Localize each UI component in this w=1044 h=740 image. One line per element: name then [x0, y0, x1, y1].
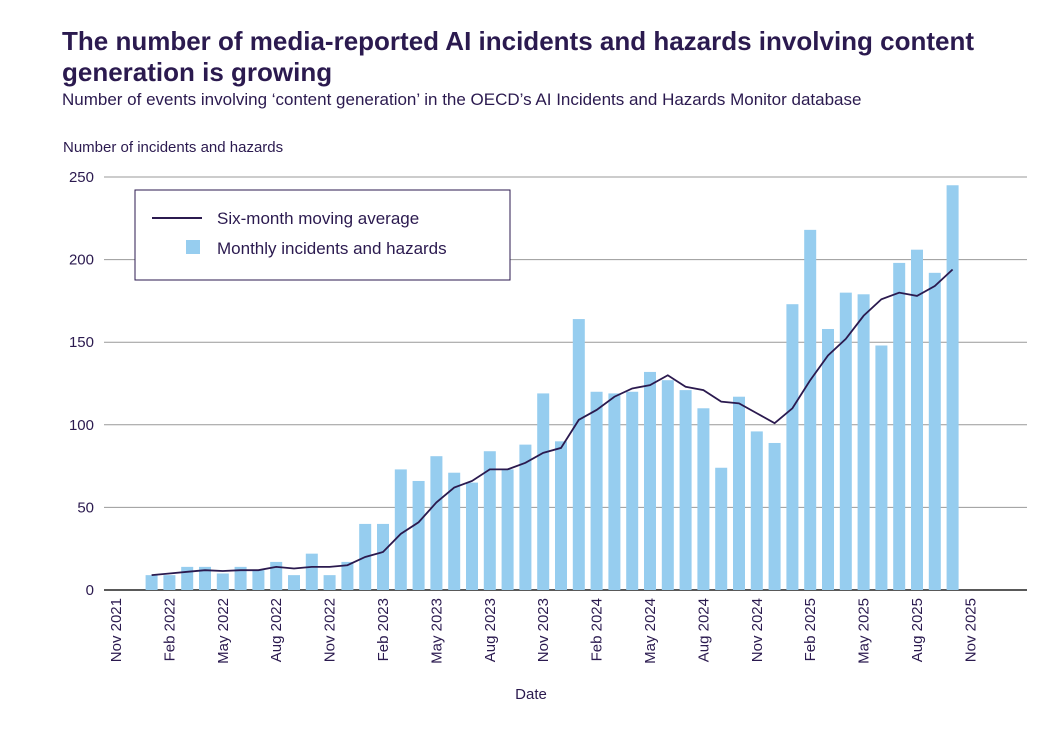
- y-tick-label: 50: [77, 499, 94, 516]
- bar: [946, 185, 959, 590]
- bar: [519, 444, 532, 590]
- bar: [288, 575, 300, 590]
- legend-line-label: Six-month moving average: [217, 209, 419, 228]
- chart-subtitle: Number of events involving ‘content gene…: [62, 90, 862, 109]
- bar: [377, 523, 389, 590]
- x-tick-label: Nov 2025: [962, 598, 979, 662]
- x-tick-label: May 2024: [642, 598, 659, 664]
- bar: [216, 573, 229, 590]
- bar: [305, 553, 318, 590]
- bar: [822, 328, 834, 590]
- bar: [537, 393, 550, 590]
- bar: [163, 575, 176, 590]
- bar: [608, 393, 621, 590]
- y-tick-label: 200: [69, 252, 94, 269]
- bar: [928, 272, 941, 590]
- legend-box: [134, 189, 511, 281]
- bar: [857, 294, 870, 590]
- bar: [394, 469, 407, 590]
- bar: [697, 408, 710, 590]
- bar: [875, 345, 888, 590]
- bar: [715, 467, 728, 590]
- bar: [145, 575, 158, 590]
- x-axis-label: Date: [515, 686, 547, 703]
- bar: [679, 390, 692, 590]
- legend-bar-label: Monthly incidents and hazards: [217, 239, 447, 258]
- x-tick-label: May 2022: [215, 598, 232, 664]
- x-tick-label: Aug 2024: [695, 598, 712, 662]
- x-tick-label: Aug 2023: [482, 598, 499, 662]
- bar: [804, 229, 817, 590]
- moving-average-line: [151, 268, 954, 577]
- x-tick-label: Feb 2023: [375, 598, 392, 661]
- y-axis-label: Number of incidents and hazards: [63, 139, 283, 156]
- y-tick-label: 0: [86, 582, 94, 599]
- bar: [555, 441, 567, 590]
- y-tick-label: 100: [69, 417, 94, 434]
- bar: [181, 566, 194, 590]
- bar: [270, 561, 283, 590]
- bar: [448, 472, 461, 590]
- bar: [430, 456, 443, 590]
- x-tick-label: Nov 2024: [749, 598, 766, 662]
- y-tick-label: 250: [69, 169, 94, 186]
- chart-title: The number of media-reported AI incident…: [62, 26, 975, 87]
- bar: [412, 480, 425, 590]
- bar: [786, 304, 799, 590]
- bar: [661, 380, 674, 590]
- legend: Six-month moving average Monthly inciden…: [134, 189, 511, 281]
- legend-bar-swatch: [186, 240, 200, 254]
- x-tick-label: Feb 2024: [589, 598, 606, 661]
- bar: [483, 451, 496, 590]
- bar: [768, 442, 781, 590]
- y-tick-label: 150: [69, 334, 94, 351]
- bar: [839, 292, 852, 590]
- bar: [750, 431, 763, 590]
- bar: [911, 249, 923, 591]
- bar: [893, 262, 906, 590]
- x-tick-label: Nov 2021: [108, 598, 125, 662]
- bar: [252, 570, 265, 590]
- x-tick-label: May 2025: [856, 598, 873, 664]
- bar: [572, 319, 585, 590]
- bar: [199, 566, 211, 590]
- bar: [644, 371, 656, 590]
- x-tick-label: May 2023: [428, 598, 445, 664]
- x-tick-label: Feb 2022: [161, 598, 178, 661]
- bar: [466, 482, 478, 590]
- bar: [626, 391, 639, 590]
- bar: [733, 396, 745, 590]
- bar: [590, 391, 603, 590]
- x-tick-label: Aug 2022: [268, 598, 285, 662]
- bar: [234, 566, 247, 590]
- x-tick-label: Nov 2022: [322, 598, 339, 662]
- x-tick-label: Nov 2023: [535, 598, 552, 662]
- bar: [341, 561, 354, 590]
- x-tick-label: Aug 2025: [909, 598, 926, 662]
- bar: [501, 469, 514, 590]
- bar: [323, 575, 336, 590]
- x-tick-label: Feb 2025: [802, 598, 819, 661]
